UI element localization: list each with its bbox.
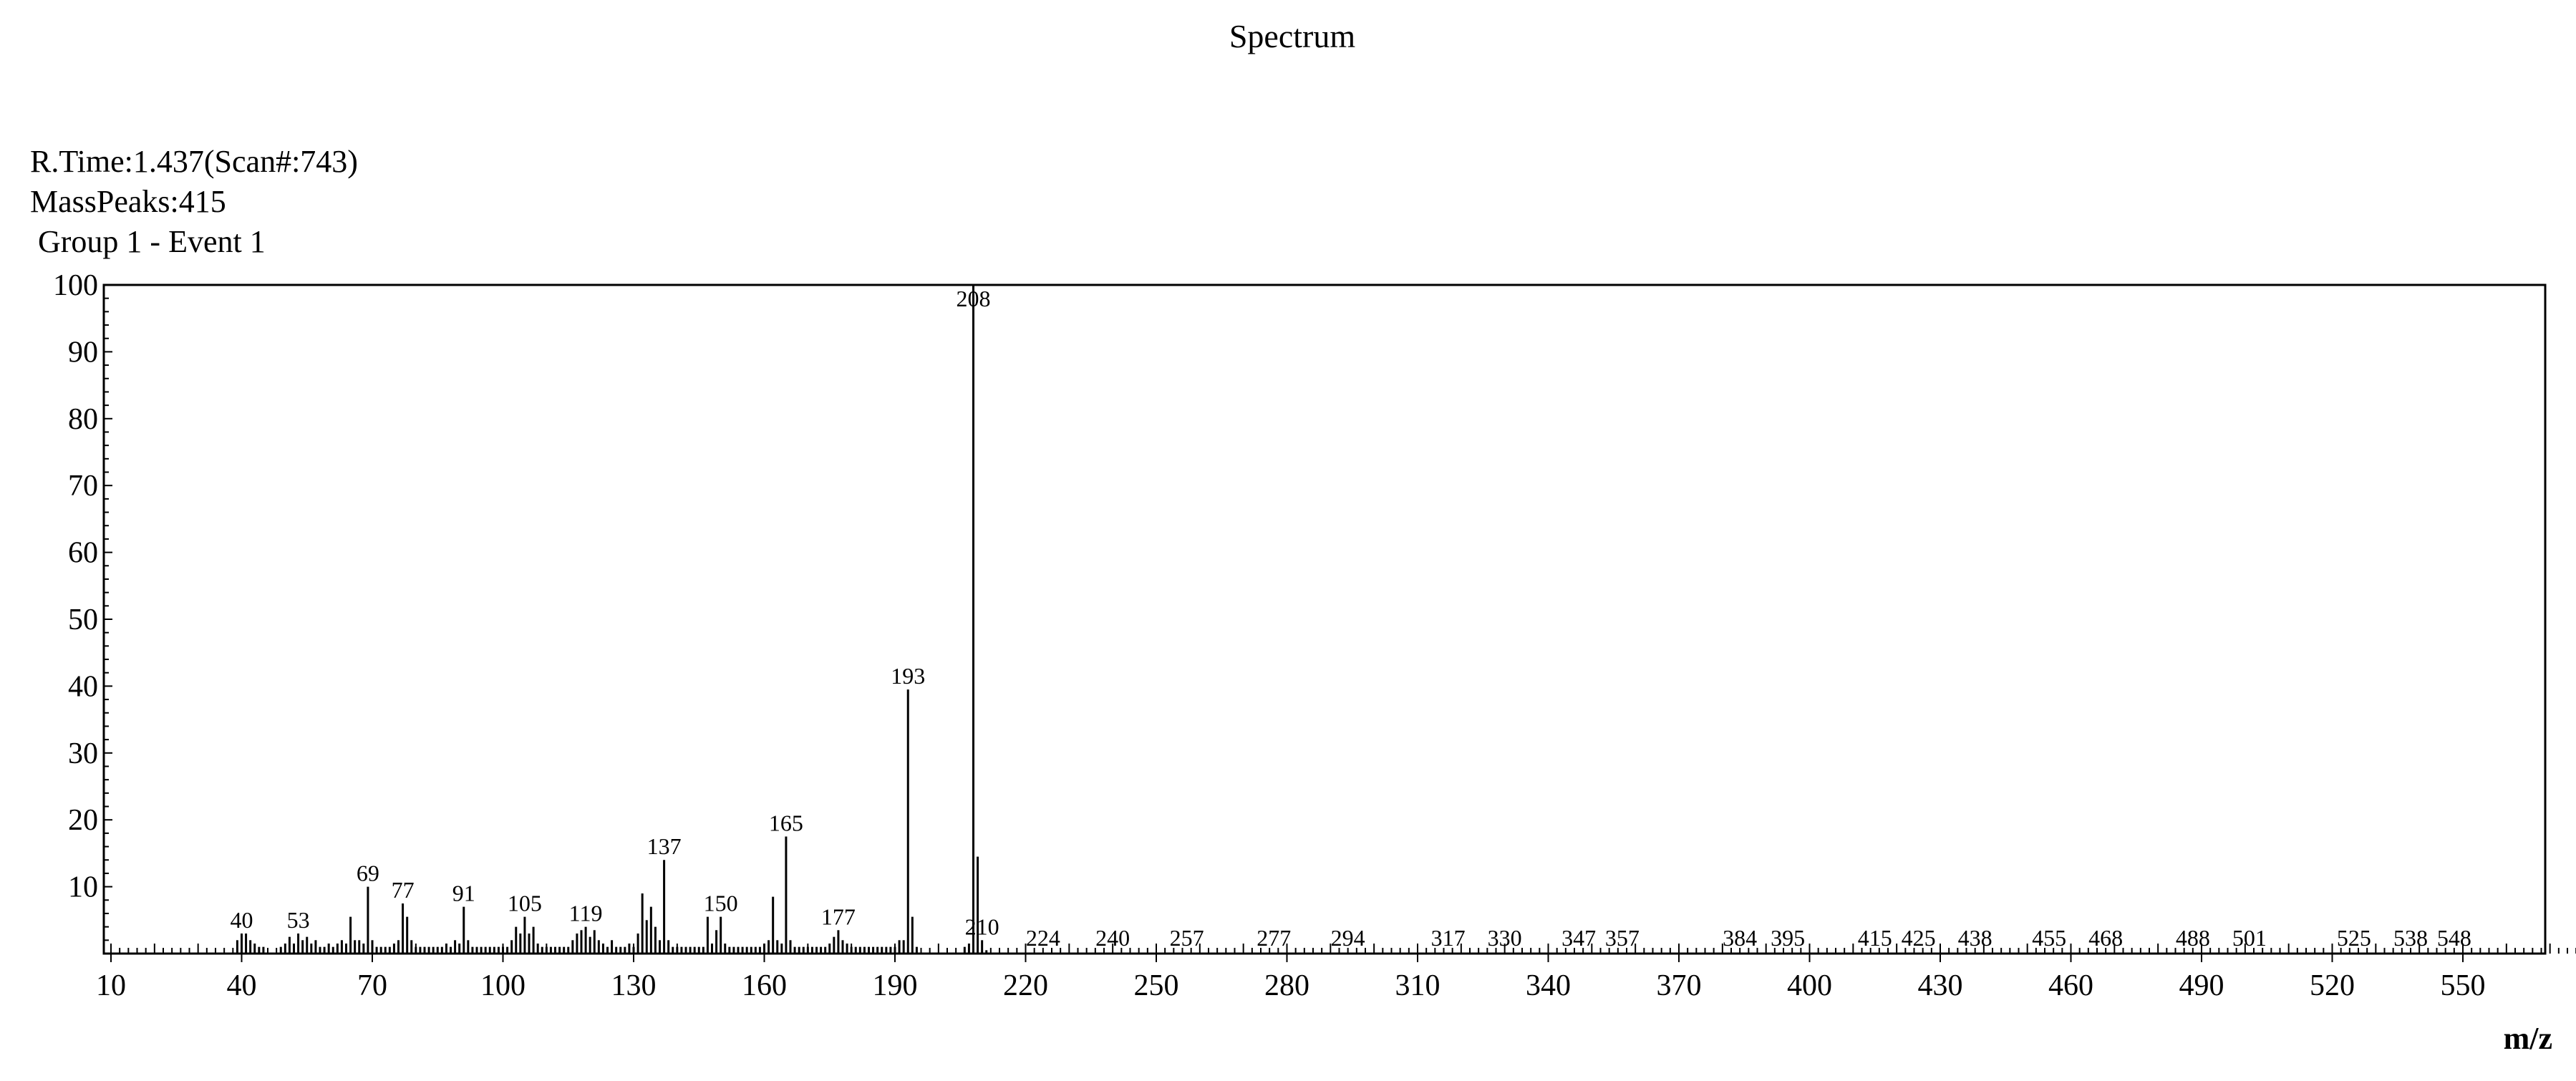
peak-label-150: 150 (704, 891, 738, 916)
peak-label-548: 548 (2437, 925, 2471, 951)
peak-label-224: 224 (1026, 925, 1060, 951)
peak-label-165: 165 (769, 810, 803, 836)
x-tick-label: 520 (2310, 969, 2355, 1002)
x-tick-label: 100 (480, 969, 526, 1002)
x-tick-label: 310 (1395, 969, 1440, 1002)
peak-label-438: 438 (1958, 925, 1992, 951)
peak-labels-layer: 40 53 69 77 91 105 119 137 150 165 177 193 208 210 224… (231, 286, 2471, 951)
x-tick-label: 10 (96, 969, 126, 1002)
y-tick-label: 40 (68, 670, 98, 703)
x-tick-label: 220 (1003, 969, 1048, 1002)
peaks-layer (236, 285, 988, 954)
peak-label-501: 501 (2232, 925, 2267, 951)
peak-label-294: 294 (1331, 925, 1365, 951)
y-tick-label: 50 (68, 603, 98, 636)
peak-label-525: 525 (2337, 925, 2371, 951)
peak-label-468: 468 (2088, 925, 2123, 951)
peak-label-40: 40 (231, 907, 253, 933)
x-tick-label: 160 (742, 969, 787, 1002)
peak-label-177: 177 (821, 903, 856, 929)
x-axis-unit-label: m/z (2504, 1021, 2552, 1056)
y-tick-label: 80 (68, 403, 98, 436)
peak-label-395: 395 (1771, 925, 1805, 951)
x-tick-label: 430 (1918, 969, 1963, 1002)
y-tick-label: 20 (68, 804, 98, 837)
y-tick-label: 100 (53, 269, 98, 302)
peak-label-77: 77 (392, 877, 415, 903)
chart-title: Spectrum (1229, 18, 1356, 54)
peak-label-240: 240 (1095, 925, 1130, 951)
peak-label-538: 538 (2393, 925, 2428, 951)
x-tick-label: 190 (873, 969, 918, 1002)
y-tick-label: 30 (68, 737, 98, 770)
peak-label-105: 105 (508, 891, 542, 916)
peak-label-257: 257 (1170, 925, 1204, 951)
y-tick-label: 70 (68, 470, 98, 503)
peak-label-357: 357 (1605, 925, 1640, 951)
peak-label-119: 119 (569, 901, 603, 926)
y-tick-label: 60 (68, 537, 98, 570)
mass-peaks-info: MassPeaks:415 (30, 184, 226, 219)
x-tick-label: 250 (1134, 969, 1179, 1002)
x-tick-label: 70 (357, 969, 387, 1002)
peak-label-193: 193 (891, 663, 925, 689)
x-tick-label: 550 (2441, 969, 2486, 1002)
x-tick-label: 340 (1526, 969, 1571, 1002)
peak-label-347: 347 (1561, 925, 1596, 951)
y-tick-label: 10 (68, 871, 98, 904)
peak-label-137: 137 (647, 833, 682, 859)
peak-label-91: 91 (452, 881, 475, 906)
x-tick-label: 490 (2179, 969, 2224, 1002)
x-tick-label: 370 (1657, 969, 1702, 1002)
peak-label-455: 455 (2032, 925, 2066, 951)
peak-label-330: 330 (1488, 925, 1522, 951)
x-tick-label: 40 (227, 969, 257, 1002)
y-axis: 10 20 30 40 50 60 70 80 90 100 (53, 269, 112, 941)
peak-label-69: 69 (357, 861, 379, 886)
plot-frame (102, 283, 2547, 955)
peak-label-488: 488 (2176, 925, 2210, 951)
peak-label-384: 384 (1723, 925, 1757, 951)
peak-label-317: 317 (1431, 925, 1466, 951)
peak-label-277: 277 (1256, 925, 1291, 951)
peak-label-210: 210 (965, 913, 999, 939)
peak-label-53: 53 (287, 907, 310, 933)
group-event-info: Group 1 - Event 1 (30, 224, 266, 259)
x-tick-label: 130 (611, 969, 657, 1002)
peak-label-208: 208 (957, 286, 991, 311)
retention-time-info: R.Time:1.437(Scan#:743) (30, 144, 358, 179)
y-tick-label: 90 (68, 336, 98, 369)
x-tick-label: 400 (1787, 969, 1832, 1002)
peak-label-415: 415 (1858, 925, 1892, 951)
x-tick-label: 460 (2048, 969, 2093, 1002)
x-tick-label: 280 (1264, 969, 1309, 1002)
peak-label-425: 425 (1902, 925, 1936, 951)
